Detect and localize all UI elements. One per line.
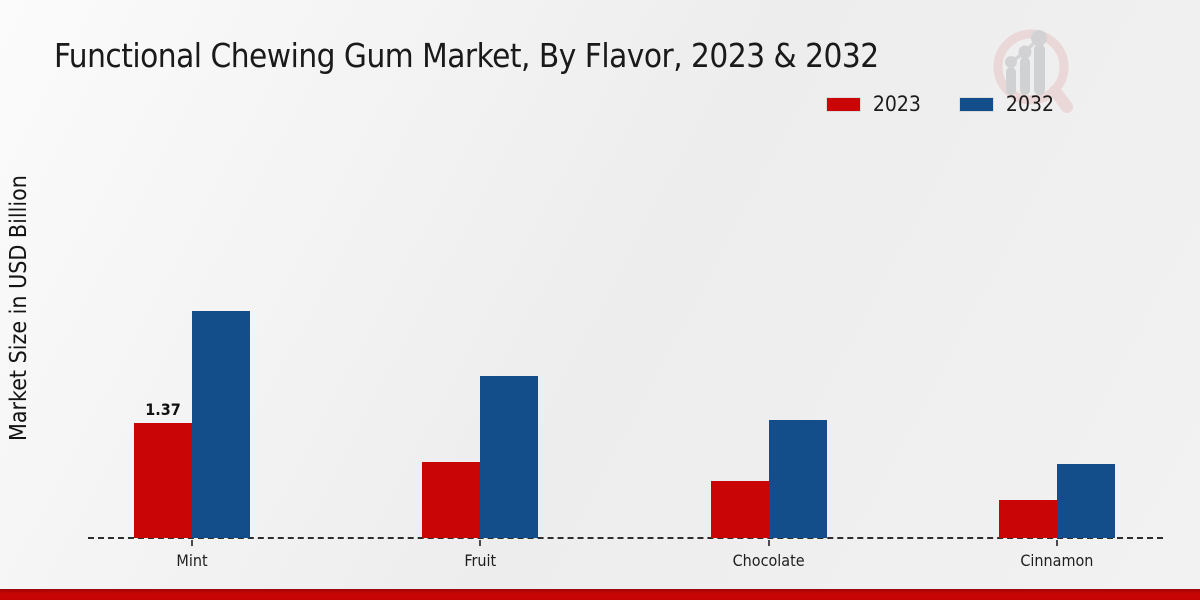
x-axis-line xyxy=(88,537,1163,539)
bar-2023-chocolate xyxy=(710,480,769,538)
legend-item-2023: 2023 xyxy=(825,92,921,116)
x-axis-tick-cinnamon xyxy=(1055,540,1058,546)
bar-2032-cinnamon xyxy=(1056,464,1115,538)
legend-swatch-2023 xyxy=(825,96,861,112)
bar-2023-mint xyxy=(134,422,192,538)
x-axis-label-fruit: Fruit xyxy=(464,551,497,570)
bar-2023-cinnamon xyxy=(998,500,1057,538)
x-axis-tick-mint xyxy=(191,540,193,546)
x-axis-label-cinnamon: Cinnamon xyxy=(1020,551,1094,570)
x-axis-tick-fruit xyxy=(479,540,482,546)
x-axis-label-chocolate: Chocolate xyxy=(732,551,805,570)
bar-2023-fruit xyxy=(422,461,481,538)
footer-accent-bar xyxy=(0,589,1200,600)
legend-label-2032: 2032 xyxy=(1005,92,1054,116)
legend: 2023 2032 xyxy=(825,92,1054,116)
legend-label-2023: 2023 xyxy=(872,92,921,116)
y-axis-title: Market Size in USD Billion xyxy=(6,175,32,441)
bar-chart-plot: Mint Fruit Chocolate Cinnamon 1.37 xyxy=(88,80,1163,570)
legend-swatch-2032 xyxy=(958,96,994,112)
bar-2032-mint xyxy=(192,311,250,538)
market-research-future-logo-icon xyxy=(993,29,1073,113)
x-axis-label-mint: Mint xyxy=(176,551,208,570)
chart-title: Functional Chewing Gum Market, By Flavor… xyxy=(54,36,879,75)
bar-2032-chocolate xyxy=(768,419,827,538)
bar-value-label-2023-mint: 1.37 xyxy=(145,399,181,419)
x-axis-tick-chocolate xyxy=(767,540,770,546)
legend-item-2032: 2032 xyxy=(958,92,1054,116)
bar-2032-fruit xyxy=(480,375,539,538)
